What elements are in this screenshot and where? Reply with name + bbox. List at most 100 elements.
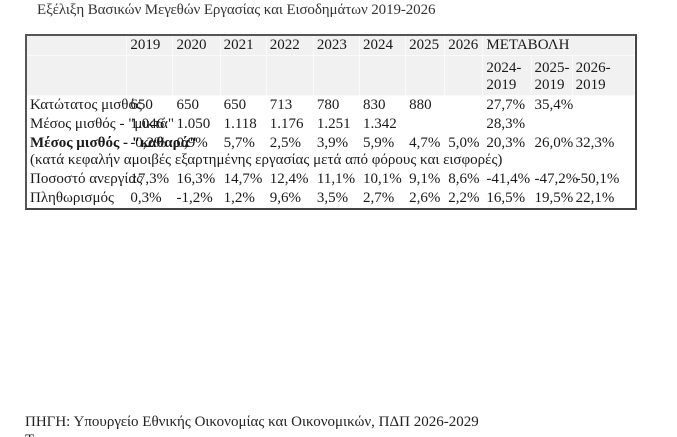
cell: 16,3% — [173, 170, 221, 189]
row-label-main: Μέσος μισθός - "καθαρά" — [30, 135, 198, 151]
header-row-years: 2019 2020 2021 2022 2023 2024 2025 2026 … — [27, 36, 635, 56]
header-empty — [266, 56, 314, 96]
cell: 650 — [220, 96, 267, 115]
row-label: Κατώτατος μισθός — [27, 96, 142, 115]
cell: 1,2% — [220, 189, 267, 208]
header-empty — [27, 56, 128, 96]
cell: 780 — [313, 96, 361, 115]
change-cell: 16,5% — [483, 189, 532, 208]
header-year: 2020 — [173, 36, 221, 56]
period-line: 2019 — [575, 77, 606, 93]
change-cell: -41,4% — [483, 170, 532, 189]
period-line: 2019 — [486, 77, 517, 93]
cell: 1.342 — [360, 115, 407, 134]
clipped-text-line: Τ — [25, 432, 34, 437]
header-change: ΜΕΤΑΒΟΛΗ — [483, 36, 635, 56]
header-period: 2026- 2019 — [572, 56, 635, 96]
cell: 14,7% — [220, 170, 267, 189]
change-cell: 26,0% — [531, 134, 573, 170]
change-cell: -47,2% — [531, 170, 578, 189]
labor-income-table: 2019 2020 2021 2022 2023 2024 2025 2026 … — [25, 34, 637, 210]
header-year: 2019 — [127, 36, 174, 56]
cell: 1.176 — [266, 115, 314, 134]
cell: 713 — [266, 96, 314, 115]
header-year: 2025 — [406, 36, 446, 56]
table-row-average-gross-wage: Μέσος μισθός - "μικτά" 1.046 1.050 1.118… — [27, 115, 635, 134]
header-row-periods: 2024- 2019 2025- 2019 2026- 2019 — [27, 56, 635, 96]
header-period: 2025- 2019 — [531, 56, 573, 96]
period-line: 2019 — [534, 77, 565, 93]
cell: 2,5% — [266, 134, 314, 170]
change-cell: 22,1% — [572, 189, 635, 208]
cell: 2,2% — [445, 189, 484, 208]
cell: 4,7% — [406, 134, 446, 170]
row-label-note: (κατά κεφαλήν αμοιβές εξαρτημένης εργασί… — [30, 152, 503, 168]
header-year: 2024 — [360, 36, 407, 56]
cell: 880 — [406, 96, 446, 115]
period-line: 2026- — [575, 60, 611, 76]
cell: 1.251 — [313, 115, 361, 134]
header-empty — [313, 56, 361, 96]
table-title: Εξέλιξη Βασικών Μεγεθών Εργασίας και Εισ… — [37, 2, 436, 18]
cell: 10,1% — [360, 170, 407, 189]
header-empty — [127, 56, 174, 96]
header-year: 2026 — [445, 36, 484, 56]
cell — [406, 115, 446, 134]
row-label: Ποσοστό ανεργίας — [27, 170, 142, 189]
change-cell: 28,3% — [483, 115, 532, 134]
change-cell: 19,5% — [531, 189, 573, 208]
cell — [445, 96, 484, 115]
cell: -1,2% — [173, 189, 221, 208]
change-cell: 35,4% — [531, 96, 573, 115]
change-cell — [572, 96, 635, 115]
header-empty — [406, 56, 446, 96]
cell: 650 — [173, 96, 221, 115]
cell: 1.118 — [220, 115, 267, 134]
header-empty — [27, 36, 128, 56]
cell: 17,3% — [127, 170, 174, 189]
cell: 9,6% — [266, 189, 314, 208]
source-note: ΠΗΓΗ: Υπουργείο Εθνικής Οικονομίας και Ο… — [25, 414, 479, 430]
header-empty — [445, 56, 484, 96]
change-cell: 20,3% — [483, 134, 532, 170]
cell: 11,1% — [313, 170, 361, 189]
header-empty — [220, 56, 267, 96]
cell: 5,7% — [220, 134, 267, 170]
cell: 9,1% — [406, 170, 446, 189]
cell: 5,9% — [360, 134, 407, 170]
header-empty — [173, 56, 221, 96]
cell: 0,3% — [127, 189, 174, 208]
cell: 0,9% — [173, 134, 221, 170]
cell: 3,9% — [313, 134, 361, 170]
cell: 8,6% — [445, 170, 484, 189]
cell: 3,5% — [313, 189, 361, 208]
cell — [445, 115, 484, 134]
change-cell — [572, 115, 635, 134]
change-cell: 27,7% — [483, 96, 532, 115]
period-line: 2024- — [486, 60, 522, 76]
period-line: 2025- — [534, 60, 570, 76]
cell: 650 — [127, 96, 174, 115]
cell: -0,2% — [127, 134, 174, 170]
cell: 5,0% — [445, 134, 484, 170]
header-year: 2022 — [266, 36, 314, 56]
header-empty — [360, 56, 407, 96]
change-cell: -50,1% — [572, 170, 635, 189]
change-cell — [531, 115, 573, 134]
change-cell: 32,3% — [572, 134, 635, 170]
table-row-average-net-wage: Μέσος μισθός - "καθαρά" (κατά κεφαλήν αμο… — [27, 134, 635, 170]
table-row-unemployment-rate: Ποσοστό ανεργίας 17,3% 16,3% 14,7% 12,4%… — [27, 170, 635, 189]
cell: 2,6% — [406, 189, 446, 208]
header-year: 2021 — [220, 36, 267, 56]
table-row-minimum-wage: Κατώτατος μισθός 650 650 650 713 780 830… — [27, 96, 635, 115]
cell: 1.046 — [127, 115, 174, 134]
cell: 12,4% — [266, 170, 314, 189]
cell: 1.050 — [173, 115, 221, 134]
cell: 830 — [360, 96, 407, 115]
row-label: Πληθωρισμός — [27, 189, 128, 208]
header-year: 2023 — [313, 36, 361, 56]
header-period: 2024- 2019 — [483, 56, 532, 96]
cell: 2,7% — [360, 189, 407, 208]
row-label: Μέσος μισθός - "μικτά" — [27, 115, 174, 134]
table-row-inflation: Πληθωρισμός 0,3% -1,2% 1,2% 9,6% 3,5% 2,… — [27, 189, 635, 208]
